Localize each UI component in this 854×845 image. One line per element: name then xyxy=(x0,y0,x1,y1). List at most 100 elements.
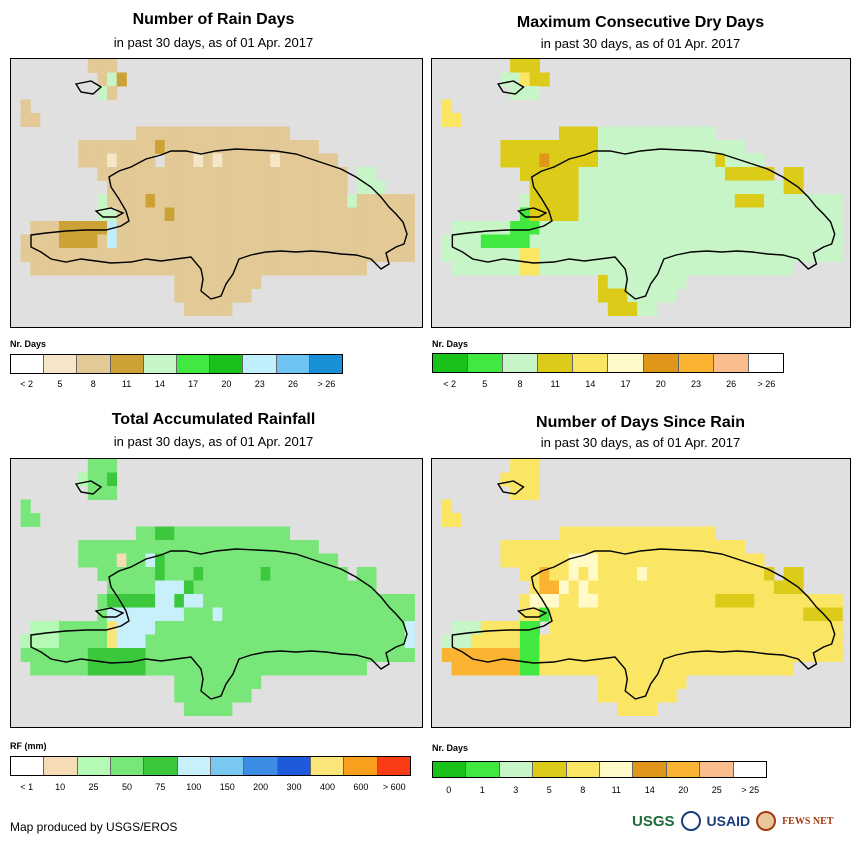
map-cell xyxy=(116,648,127,662)
map-cell xyxy=(107,553,118,568)
map-cell xyxy=(568,180,579,195)
map-cell xyxy=(539,167,550,181)
map-cell xyxy=(686,194,697,208)
map-cell xyxy=(490,621,501,635)
map-cell xyxy=(617,153,628,168)
map-cell xyxy=(793,221,804,235)
map-cell xyxy=(666,140,677,154)
map-cell xyxy=(559,194,570,208)
map-cell xyxy=(529,486,540,500)
map-cell xyxy=(559,553,570,568)
map-cell xyxy=(725,580,736,595)
map-cell xyxy=(510,72,521,87)
map-cell xyxy=(568,634,579,649)
map-cell xyxy=(376,594,387,608)
map-cell xyxy=(695,261,706,276)
map-cell xyxy=(646,526,658,541)
map-cell xyxy=(617,302,628,316)
map-cell xyxy=(568,261,579,276)
map-cell xyxy=(135,661,146,676)
map-cell xyxy=(174,126,185,141)
map-cell xyxy=(744,194,755,208)
map-cell xyxy=(395,648,406,662)
map-cell xyxy=(135,621,146,635)
map-cell xyxy=(676,540,687,554)
map-cell xyxy=(49,648,60,662)
map-cell xyxy=(578,167,589,181)
map-cell xyxy=(646,167,658,181)
map-cell xyxy=(183,261,194,276)
map-cell xyxy=(500,648,511,662)
map-cell xyxy=(193,621,204,635)
map-cell xyxy=(183,153,194,168)
map-cell xyxy=(222,221,233,235)
map-cell xyxy=(376,234,387,249)
map-cell xyxy=(822,621,833,635)
map-cell xyxy=(164,221,175,235)
legend-swatch xyxy=(600,762,634,777)
map-cell xyxy=(404,634,415,649)
map-cell xyxy=(627,594,638,608)
map-cell xyxy=(627,302,638,316)
map-cell xyxy=(637,302,648,316)
map-cell xyxy=(116,221,127,235)
map-cell xyxy=(637,621,648,635)
map-cell xyxy=(299,648,310,662)
map-cell xyxy=(686,261,697,276)
map-cell xyxy=(646,621,658,635)
map-cell xyxy=(395,607,406,622)
map-cell xyxy=(783,580,794,595)
map-cell xyxy=(754,261,765,276)
map-cell xyxy=(803,607,814,622)
map-cell xyxy=(183,540,194,554)
map-cell xyxy=(686,594,697,608)
map-cell xyxy=(203,594,214,608)
map-cell xyxy=(59,234,70,249)
map-cell xyxy=(519,472,531,487)
map-cell xyxy=(734,607,746,622)
map-cell xyxy=(39,661,50,676)
map-cell xyxy=(598,607,609,622)
map-cell xyxy=(832,207,843,222)
map-cell xyxy=(783,634,794,649)
map-cell xyxy=(656,221,667,235)
map-cell xyxy=(656,553,667,568)
map-cell xyxy=(251,580,262,595)
map-cell xyxy=(39,634,50,649)
legend-swatch xyxy=(466,762,500,777)
map-cell xyxy=(135,221,146,235)
map-cell xyxy=(754,153,765,168)
map-cell xyxy=(183,580,194,595)
map-cell xyxy=(705,234,716,249)
map-cell xyxy=(174,261,185,276)
map-cell xyxy=(212,153,223,168)
map-cell xyxy=(695,648,706,662)
map-cell xyxy=(251,167,262,181)
map-cell xyxy=(637,661,648,676)
map-cell xyxy=(725,540,736,554)
map-cell xyxy=(676,126,687,141)
map-cell xyxy=(337,567,348,581)
map-cell xyxy=(598,221,609,235)
map-cell xyxy=(212,526,223,541)
map-cell xyxy=(87,261,98,276)
map-cell xyxy=(289,540,300,554)
map-cell xyxy=(145,221,156,235)
map-cell xyxy=(471,621,482,635)
map-cell xyxy=(695,540,706,554)
map-cell xyxy=(637,688,648,703)
map-cell xyxy=(539,248,550,262)
map-cell xyxy=(637,207,648,222)
map-cell xyxy=(705,180,716,195)
map-cell xyxy=(656,288,667,303)
map-cell xyxy=(20,499,31,514)
map-cell xyxy=(183,207,194,222)
map-cell xyxy=(617,221,628,235)
map-cell xyxy=(347,207,358,222)
legend-swatch xyxy=(538,354,574,372)
map-cell xyxy=(222,688,233,703)
map-cell xyxy=(695,167,706,181)
map-cell xyxy=(686,648,697,662)
map-cell xyxy=(203,302,214,316)
map-cell xyxy=(519,194,531,208)
